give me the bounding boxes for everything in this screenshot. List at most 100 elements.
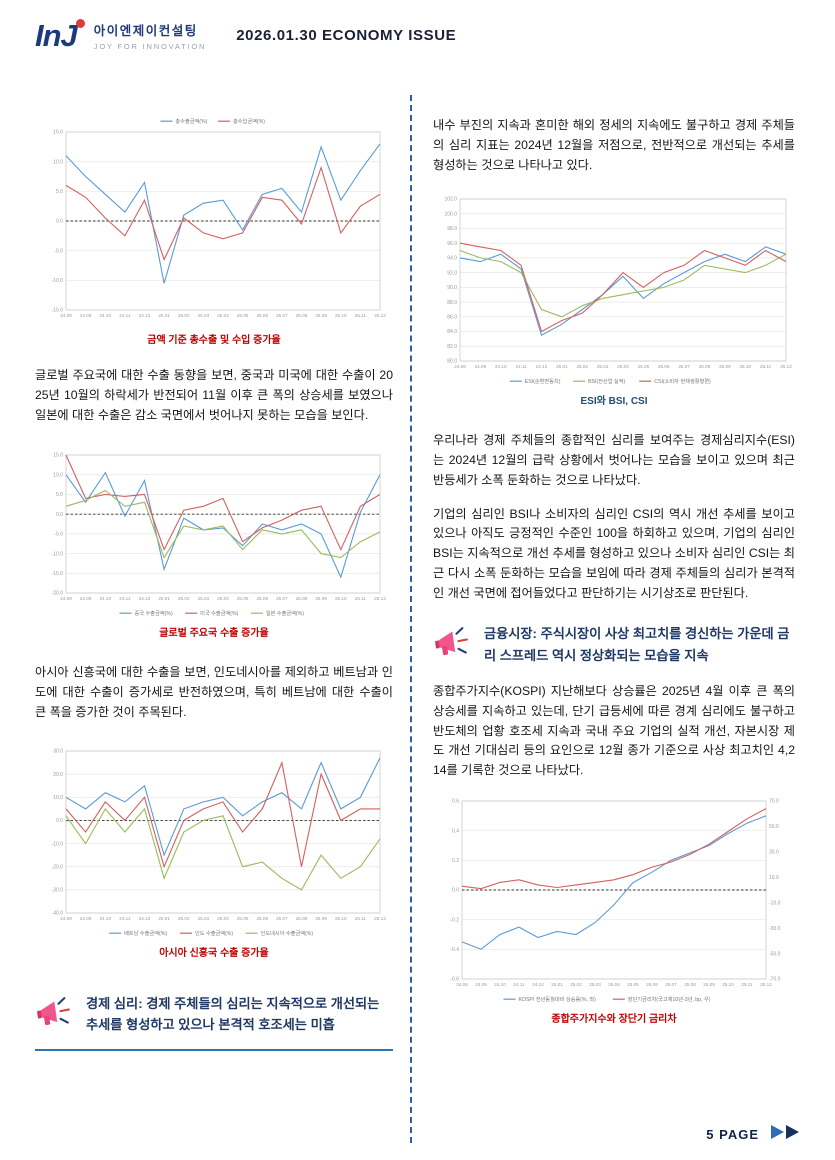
svg-text:92.0: 92.0: [447, 271, 457, 277]
svg-text:25.05: 25.05: [638, 364, 650, 369]
svg-text:10.0: 10.0: [53, 795, 63, 801]
svg-text:24.10: 24.10: [494, 982, 506, 987]
paragraph-esi: 우리나라 경제 주체들의 종합적인 심리를 보여주는 경제심리지수(ESI)는 …: [433, 433, 795, 487]
svg-text:24.12: 24.12: [139, 313, 151, 318]
svg-text:24.12: 24.12: [532, 982, 544, 987]
svg-text:25.03: 25.03: [597, 364, 609, 369]
svg-text:86.0: 86.0: [447, 315, 457, 321]
svg-text:24.12: 24.12: [139, 596, 151, 601]
svg-text:인도네시아 수출금액(%): 인도네시아 수출금액(%): [261, 929, 314, 937]
svg-text:25.02: 25.02: [570, 982, 582, 987]
svg-text:25.10: 25.10: [722, 982, 734, 987]
svg-text:25.04: 25.04: [617, 364, 629, 369]
svg-text:15.0: 15.0: [53, 130, 63, 136]
chart-caption-asia-exports: 아시아 신흥국 수출 증가율: [159, 947, 269, 959]
svg-text:-20.0: -20.0: [52, 591, 64, 597]
chart-canvas-global-exports: -20.0 -15.0 -10.0 -5.0 0.0 5.0 10.0 15.0 24.08 24…: [40, 447, 388, 620]
logo-dot-icon: [75, 19, 85, 28]
chart-canvas-kospi-spread: -0.6 -0.4 -0.2 0.0 0.2 0.4 0.6 -70.0 -50.0 -30.0 -…: [436, 793, 792, 1005]
svg-text:5.0: 5.0: [56, 492, 63, 498]
footer: 5 PAGE: [706, 1123, 805, 1146]
page-title: 2026.01.30 ECONOMY ISSUE: [236, 27, 457, 44]
svg-text:0.6: 0.6: [452, 799, 459, 805]
svg-text:24.08: 24.08: [454, 364, 466, 369]
svg-text:25.01: 25.01: [158, 313, 170, 318]
svg-text:25.04: 25.04: [217, 313, 229, 318]
svg-text:25.12: 25.12: [374, 596, 386, 601]
svg-text:88.0: 88.0: [447, 300, 457, 306]
page-forward-arrows-icon: [769, 1123, 805, 1146]
svg-text:24.11: 24.11: [513, 982, 525, 987]
svg-text:25.09: 25.09: [315, 313, 327, 318]
svg-text:24.09: 24.09: [475, 982, 487, 987]
svg-text:-10.0: -10.0: [769, 900, 781, 906]
svg-text:24.08: 24.08: [60, 596, 72, 601]
chart-asia-exports: -40.0 -30.0 -20.0 -10.0 0.0 10.0 20.0 30.0 24.08…: [35, 742, 393, 959]
header: InJ 아이엔제이컨설팅 JOY FOR INNOVATION 2026.01.…: [35, 19, 457, 51]
logo-korean-name: 아이엔제이컨설팅: [93, 24, 198, 38]
svg-text:25.01: 25.01: [551, 982, 563, 987]
svg-text:24.10: 24.10: [100, 313, 112, 318]
svg-text:25.06: 25.06: [646, 982, 658, 987]
svg-text:-40.0: -40.0: [52, 910, 64, 916]
chart-caption-kospi-spread: 종합주가지수와 장단기 금리차: [551, 1014, 677, 1025]
megaphone-icon: [433, 626, 471, 665]
svg-text:25.03: 25.03: [198, 596, 210, 601]
svg-text:25.07: 25.07: [665, 982, 677, 987]
logo-slogan: JOY FOR INNOVATION: [93, 42, 207, 51]
svg-text:총수출금액(%): 총수출금액(%): [175, 117, 207, 125]
svg-text:102.0: 102.0: [444, 197, 457, 203]
svg-text:84.0: 84.0: [447, 330, 457, 336]
svg-text:24.11: 24.11: [119, 596, 131, 601]
svg-text:-10.0: -10.0: [52, 841, 64, 847]
svg-text:24.12: 24.12: [536, 364, 548, 369]
svg-text:25.07: 25.07: [678, 364, 690, 369]
svg-text:베트남 수출금액(%): 베트남 수출금액(%): [124, 929, 167, 937]
svg-text:98.0: 98.0: [447, 226, 457, 232]
svg-text:25.10: 25.10: [335, 596, 347, 601]
svg-text:-50.0: -50.0: [769, 951, 781, 957]
svg-text:24.08: 24.08: [456, 982, 468, 987]
svg-text:25.08: 25.08: [296, 313, 308, 318]
svg-text:24.09: 24.09: [475, 364, 487, 369]
svg-text:30.0: 30.0: [53, 748, 63, 754]
logo-mark: InJ: [35, 19, 85, 51]
svg-text:-5.0: -5.0: [54, 532, 63, 538]
svg-text:25.03: 25.03: [198, 313, 210, 318]
svg-text:24.11: 24.11: [119, 313, 131, 318]
svg-text:94.0: 94.0: [447, 256, 457, 262]
svg-text:25.05: 25.05: [237, 916, 249, 921]
svg-text:25.02: 25.02: [577, 364, 589, 369]
svg-text:82.0: 82.0: [447, 344, 457, 350]
svg-text:-10.0: -10.0: [52, 278, 64, 284]
svg-text:25.09: 25.09: [703, 982, 715, 987]
svg-text:25.08: 25.08: [296, 916, 308, 921]
svg-text:24.12: 24.12: [139, 916, 151, 921]
svg-text:25.05: 25.05: [627, 982, 639, 987]
section-heading-sentiment-text: 경제 심리: 경제 주체들의 심리는 지속적으로 개선되는 추세를 형성하고 있…: [86, 995, 380, 1032]
chart-caption-global-exports: 글로벌 주요국 수출 증가율: [159, 628, 269, 640]
svg-text:25.02: 25.02: [178, 313, 190, 318]
chart-kospi-spread: -0.6 -0.4 -0.2 0.0 0.2 0.4 0.6 -70.0 -50.0 -30.0 -…: [433, 793, 795, 1025]
svg-text:50.0: 50.0: [769, 824, 779, 830]
svg-text:-0.4: -0.4: [450, 947, 459, 953]
svg-text:25.11: 25.11: [355, 596, 367, 601]
svg-text:10.0: 10.0: [53, 473, 63, 479]
paragraph-asia-exports: 아시아 신흥국에 대한 수출을 보면, 인도네시아를 제외하고 베트남과 인도에…: [35, 665, 393, 719]
svg-text:25.12: 25.12: [374, 313, 386, 318]
paragraph-kospi: 종합주가지수(KOSPI) 지난해보다 상승률은 2025년 4월 이후 큰 폭…: [433, 684, 795, 778]
svg-text:장단기금리차(국고채10년-3년, bp, 우): 장단기금리차(국고채10년-3년, bp, 우): [628, 995, 711, 1003]
svg-text:15.0: 15.0: [53, 453, 63, 459]
svg-text:25.10: 25.10: [335, 313, 347, 318]
svg-text:25.02: 25.02: [178, 916, 190, 921]
svg-text:25.04: 25.04: [217, 596, 229, 601]
svg-text:96.0: 96.0: [447, 241, 457, 247]
svg-text:24.09: 24.09: [80, 313, 92, 318]
section-heading-sentiment: 경제 심리: 경제 주체들의 심리는 지속적으로 개선되는 추세를 형성하고 있…: [35, 993, 393, 1052]
svg-text:10.0: 10.0: [53, 159, 63, 165]
svg-text:25.10: 25.10: [740, 364, 752, 369]
svg-text:ESI(순환변동치): ESI(순환변동치): [525, 377, 561, 385]
svg-text:25.02: 25.02: [178, 596, 190, 601]
svg-text:10.0: 10.0: [769, 875, 779, 881]
